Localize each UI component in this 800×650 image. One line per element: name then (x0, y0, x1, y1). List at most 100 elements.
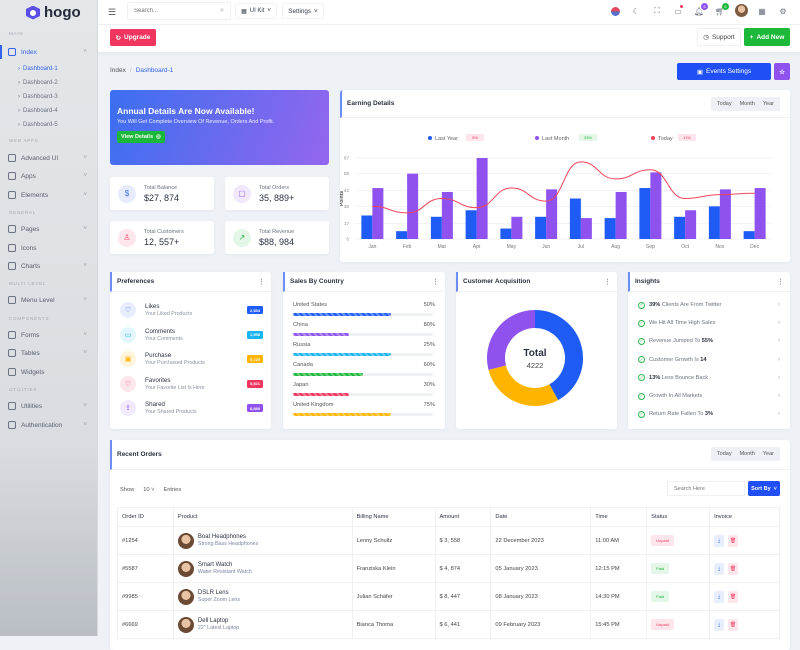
column-header[interactable]: Status (646, 507, 711, 527)
add-new-button[interactable]: + Add New (744, 28, 790, 46)
more-icon[interactable]: ⋮ (604, 278, 611, 286)
upgrade-button[interactable]: ↻ Upgrade (110, 29, 156, 46)
column-header[interactable]: Amount (434, 507, 492, 527)
sidebar-item-dashboard-1[interactable]: Dashboard-1 (18, 66, 58, 72)
plus-icon: + (749, 33, 754, 41)
preference-subtitle: Your Purchased Products (145, 360, 205, 367)
trash-icon[interactable]: 🗑︎ (728, 618, 739, 631)
bar-last-month (615, 191, 627, 239)
insight-item[interactable]: ✓ We Hit All Time High Sales › (628, 314, 790, 332)
view-details-button[interactable]: View Details ◎ (117, 131, 165, 143)
period-year[interactable]: Year (762, 101, 774, 107)
insight-item[interactable]: ✓ Revenue Jumped To 55% › (628, 332, 790, 350)
breadcrumb-index[interactable]: Index (110, 67, 126, 74)
preference-item[interactable]: ▣ Purchase Your Purchased Products 5,725 (110, 347, 271, 372)
more-icon[interactable]: ⋮ (432, 278, 439, 286)
download-icon[interactable]: ⤓ (714, 618, 725, 631)
support-button[interactable]: ◷ Support (697, 28, 741, 46)
sidebar-item-charts[interactable]: Charts ˅ (0, 259, 98, 273)
insight-item[interactable]: ✓ Customer Growth Is 14 › (628, 351, 790, 369)
more-icon[interactable]: ⋮ (258, 278, 265, 286)
sidebar-item-advanced-ui[interactable]: Advanced UI ˅ (0, 151, 98, 165)
preference-title: Likes (145, 303, 160, 311)
ui-kit-dropdown[interactable]: ▦ UI Kit ˅ (235, 3, 277, 19)
entries-select[interactable]: 10 ˅ (143, 487, 155, 493)
sidebar-item-elements[interactable]: Elements ˅ (0, 188, 98, 202)
apps-grid-icon[interactable]: ▦ (758, 6, 766, 16)
period-today[interactable]: Today (716, 451, 732, 457)
sidebar-item-icons[interactable]: Icons (0, 241, 98, 255)
search-box[interactable]: ⌕ (127, 2, 231, 20)
sidebar-item-dashboard-2[interactable]: Dashboard-2 (18, 80, 58, 86)
more-icon[interactable]: ⋮ (777, 278, 784, 286)
table-row: #6669 Dell Laptop 22" Latest Laptop Bianca … (117, 610, 780, 639)
insight-item[interactable]: ✓ 13% Less Bounce Back › (628, 369, 790, 387)
period-month[interactable]: Month (739, 101, 755, 107)
sidebar-item-dashboard-4[interactable]: Dashboard-4 (18, 108, 58, 114)
country-name: United States (293, 302, 328, 308)
sort-by-button[interactable]: Sort By ˅ (748, 481, 780, 496)
trash-icon[interactable]: 🗑︎ (728, 562, 739, 575)
preference-item[interactable]: ♡ Likes Your Liked Products 2,554 (110, 298, 271, 323)
download-icon[interactable]: ⤓ (714, 590, 725, 603)
message-icon[interactable]: ▭ (674, 5, 683, 16)
sidebar-item-dashboard-5[interactable]: Dashboard-5 (18, 122, 58, 128)
period-month[interactable]: Month (739, 451, 755, 457)
cart-icon[interactable]: 🛒︎ 5 (715, 3, 729, 16)
search-input[interactable] (134, 8, 214, 14)
bar-last-month (476, 158, 488, 239)
sidebar-item-widgets[interactable]: Widgets (0, 365, 98, 379)
chevron-down-icon: ˅ (83, 192, 87, 198)
card-title: Insights (635, 278, 660, 285)
sidebar-item-pages[interactable]: Pages ˅ (0, 222, 98, 236)
column-header[interactable]: Billing Name (351, 507, 436, 527)
sidebar-item-index[interactable]: Index ˄ (0, 45, 98, 59)
bell-icon[interactable]: 🔔︎ 5 (694, 3, 708, 16)
gear-icon[interactable]: ⚙ (779, 6, 787, 16)
us-flag-icon[interactable] (610, 6, 620, 16)
preference-item[interactable]: ⇪ Shared Your Shared Products 8,889 (110, 396, 271, 421)
chart-icon (8, 262, 16, 270)
sidebar-item-utilities[interactable]: Utilities ˅ (0, 399, 98, 413)
download-icon[interactable]: ⤓ (714, 534, 725, 547)
insight-item[interactable]: ✓ Growth In All Markets › (628, 387, 790, 405)
orders-search-input[interactable] (667, 481, 745, 496)
hamburger-menu-icon[interactable]: ☰ (108, 7, 117, 17)
sidebar-item-tables[interactable]: Tables ˅ (0, 346, 98, 360)
sidebar-item-dashboard-3[interactable]: Dashboard-3 (18, 94, 58, 100)
change-badge (579, 134, 597, 141)
column-header[interactable]: Order ID (117, 507, 174, 527)
status-cell: Unpaid (646, 610, 711, 639)
card-title: Earning Details (347, 100, 395, 107)
preference-title: Purchase (145, 352, 172, 360)
period-year[interactable]: Year (762, 451, 774, 457)
sidebar-item-forms[interactable]: Forms ˅ (0, 328, 98, 342)
trash-icon[interactable]: 🗑︎ (728, 534, 739, 547)
trash-icon[interactable]: 🗑︎ (728, 590, 739, 603)
logo[interactable]: hogo (26, 4, 81, 21)
sidebar-item-apps[interactable]: Apps ˅ (0, 169, 98, 183)
insight-item[interactable]: ✓ Return Rate Fallen To 3% › (628, 405, 790, 423)
moon-icon[interactable]: ☾ (632, 6, 640, 16)
insight-item[interactable]: ✓ 39% Clients Are From Twitter › (628, 296, 790, 314)
chevron-right-icon: › (778, 356, 780, 363)
bar-last-year (535, 216, 547, 239)
sidebar-item-menu-level[interactable]: Menu Level ˅ (0, 293, 98, 307)
star-button[interactable]: ☆ (774, 63, 790, 80)
column-header[interactable]: Invoice (709, 507, 780, 527)
preference-subtitle: Your Shared Products (145, 409, 197, 416)
fullscreen-icon[interactable]: ⛶ (654, 6, 660, 15)
settings-dropdown[interactable]: Settings ˅ (282, 3, 324, 19)
events-settings-button[interactable]: ▣ Events Settings (677, 63, 771, 80)
preference-item[interactable]: ▭ Comments Your Comments 1,558 (110, 323, 271, 348)
column-header[interactable]: Time (590, 507, 648, 527)
preference-item[interactable]: ♡ Favorites Your Favorite List Is Here 5,52… (110, 372, 271, 397)
column-header[interactable]: Date (490, 507, 592, 527)
user-avatar[interactable] (735, 4, 748, 17)
column-header[interactable]: Product (172, 507, 353, 527)
insight-highlight: 3% (704, 411, 713, 418)
trending-up-icon: ↗ (233, 228, 251, 247)
sidebar-item-authentication[interactable]: Authentication ˅ (0, 418, 98, 432)
period-today[interactable]: Today (716, 101, 732, 107)
download-icon[interactable]: ⤓ (714, 562, 725, 575)
